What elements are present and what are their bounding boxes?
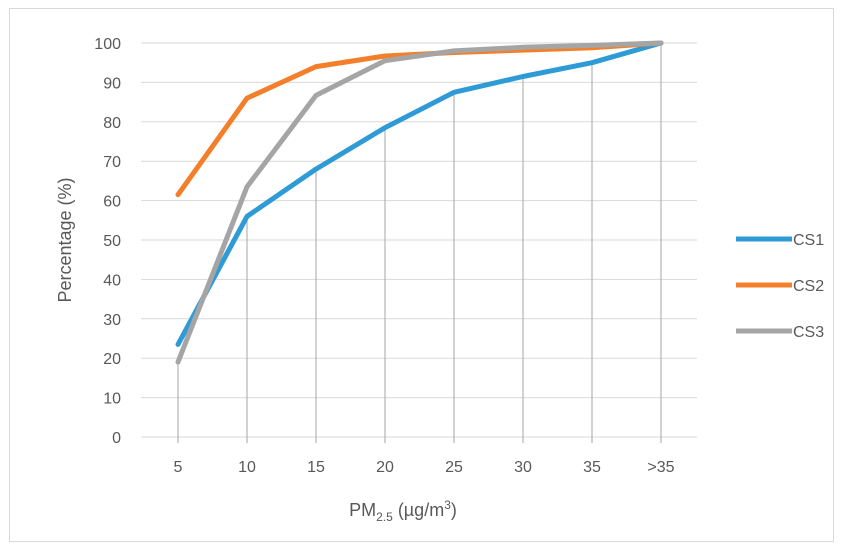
legend: CS1 CS2 CS3 — [736, 232, 824, 341]
legend-label-cs2: CS2 — [793, 278, 824, 295]
y-tick-label: 60 — [103, 194, 121, 211]
legend-label-cs3: CS3 — [793, 324, 824, 341]
x-axis-tick-labels: 5 10 15 20 25 30 35 >35 — [174, 459, 675, 476]
y-tick-label: 30 — [103, 312, 121, 329]
y-tick-label: 90 — [103, 75, 121, 92]
y-axis-title: Percentage (%) — [55, 177, 75, 302]
y-tick-label: 70 — [103, 154, 121, 171]
y-tick-label: 10 — [103, 391, 121, 408]
y-axis-tick-labels: 0 10 20 30 40 50 60 70 80 90 100 — [94, 36, 121, 447]
x-tick-label: 25 — [445, 459, 463, 476]
y-tick-label: 0 — [112, 430, 121, 447]
horizontal-gridlines — [141, 42, 697, 438]
x-axis-title: PM2.5 (µg/m3) — [349, 498, 457, 524]
y-tick-label: 50 — [103, 233, 121, 250]
series-line-cs1 — [175, 40, 664, 347]
y-tick-label: 100 — [94, 36, 121, 53]
legend-label-cs1: CS1 — [793, 232, 824, 249]
x-tick-label: >35 — [647, 459, 674, 476]
x-tick-label: 10 — [238, 459, 256, 476]
y-tick-label: 80 — [103, 115, 121, 132]
vertical-gridlines — [177, 43, 662, 443]
x-tick-label: 35 — [583, 459, 601, 476]
x-tick-label: 20 — [376, 459, 394, 476]
y-tick-label: 40 — [103, 272, 121, 289]
y-tick-label: 20 — [103, 351, 121, 368]
series-line-cs3 — [175, 40, 664, 365]
x-tick-label: 5 — [174, 459, 183, 476]
chart-frame — [9, 8, 834, 542]
series-lines — [175, 40, 664, 365]
x-tick-label: 30 — [514, 459, 532, 476]
x-tick-label: 15 — [307, 459, 325, 476]
